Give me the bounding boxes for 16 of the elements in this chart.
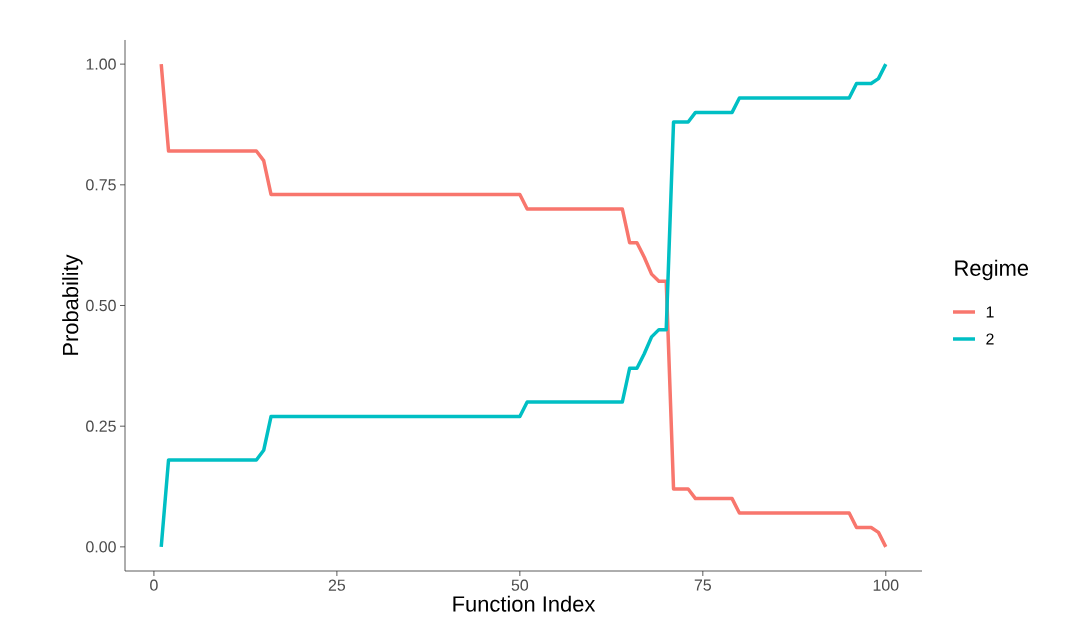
- y-tick-label: 0.50: [86, 299, 116, 312]
- x-axis-title: Function Index: [453, 595, 596, 612]
- x-tick-label: 0: [150, 579, 158, 591]
- y-axis-title: Probability: [62, 254, 83, 355]
- y-tick-label: 0.00: [86, 541, 116, 553]
- y-tick-label: 1.00: [86, 58, 116, 70]
- legend-label: 2: [986, 333, 994, 345]
- line-series: [159, 62, 888, 549]
- x-tick-label: 50: [511, 579, 529, 591]
- x-tick-label: 75: [694, 579, 711, 591]
- x-tick-label: 100: [873, 579, 899, 591]
- y-tick-label: 0.25: [86, 420, 116, 432]
- y-tick-label: 0.75: [86, 179, 116, 191]
- x-tick-label: 25: [328, 579, 346, 591]
- legend-label: 1: [986, 306, 994, 318]
- legend-title: Regime: [955, 259, 1029, 281]
